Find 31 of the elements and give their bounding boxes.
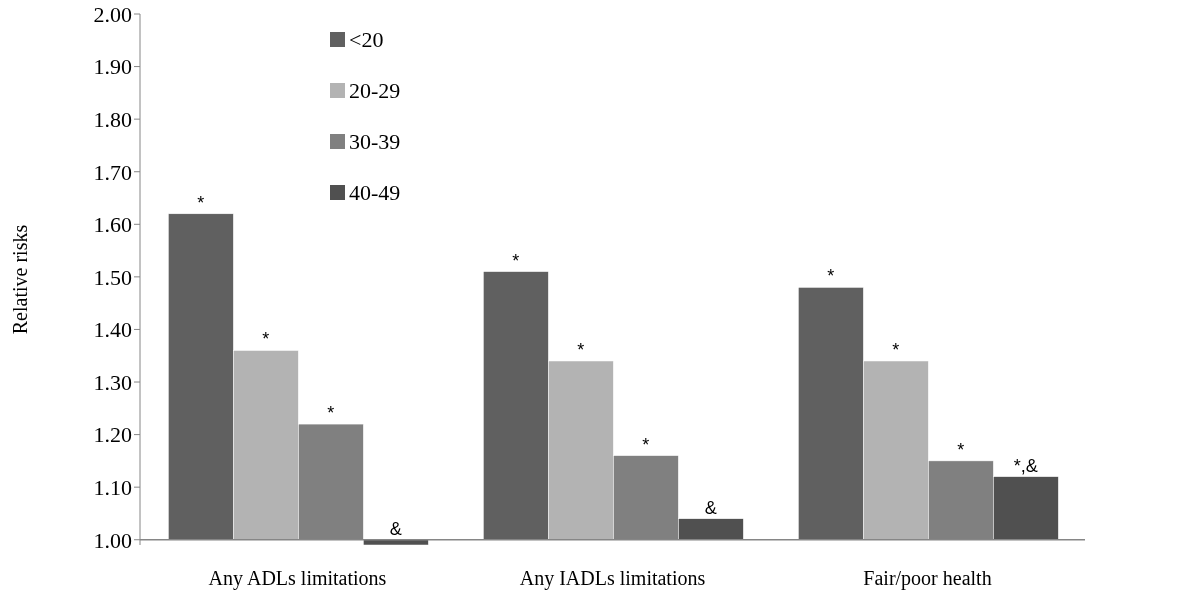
data-label: *	[512, 250, 520, 271]
legend-label: 20-29	[349, 77, 401, 104]
x-tick-label: Fair/poor health	[863, 567, 992, 591]
data-label: *	[577, 339, 585, 360]
data-label: *	[327, 403, 335, 424]
data-label: *	[892, 339, 900, 360]
legend-label: <20	[349, 26, 384, 53]
data-label: *	[642, 434, 650, 455]
y-tick-label: 1.40	[93, 317, 132, 343]
y-tick-label: 1.80	[93, 106, 132, 132]
data-label: *,&	[1013, 455, 1038, 476]
data-label: *	[957, 439, 965, 460]
y-tick-label: 1.00	[93, 527, 132, 553]
data-label: *	[197, 192, 205, 213]
y-tick-label: 1.20	[93, 422, 132, 448]
y-tick-label: 1.70	[93, 159, 132, 185]
y-tick-label: 1.50	[93, 264, 132, 290]
y-tick-label: 1.30	[93, 369, 132, 395]
y-tick-label: 1.90	[93, 54, 132, 80]
x-tick-label: Any IADLs limitations	[519, 567, 706, 591]
y-tick-label: 1.10	[93, 474, 132, 500]
y-axis-title: Relative risks	[9, 224, 32, 335]
legend-label: 30-39	[349, 128, 401, 155]
data-label: &	[704, 497, 717, 518]
data-label: &	[389, 518, 402, 539]
data-label: *	[262, 329, 270, 350]
data-label: *	[827, 266, 835, 287]
x-tick-label: Any ADLs limitations	[208, 567, 387, 591]
y-tick-label: 2.00	[93, 1, 132, 27]
legend-label: 40-49	[349, 179, 401, 206]
y-tick-label: 1.60	[93, 212, 132, 238]
